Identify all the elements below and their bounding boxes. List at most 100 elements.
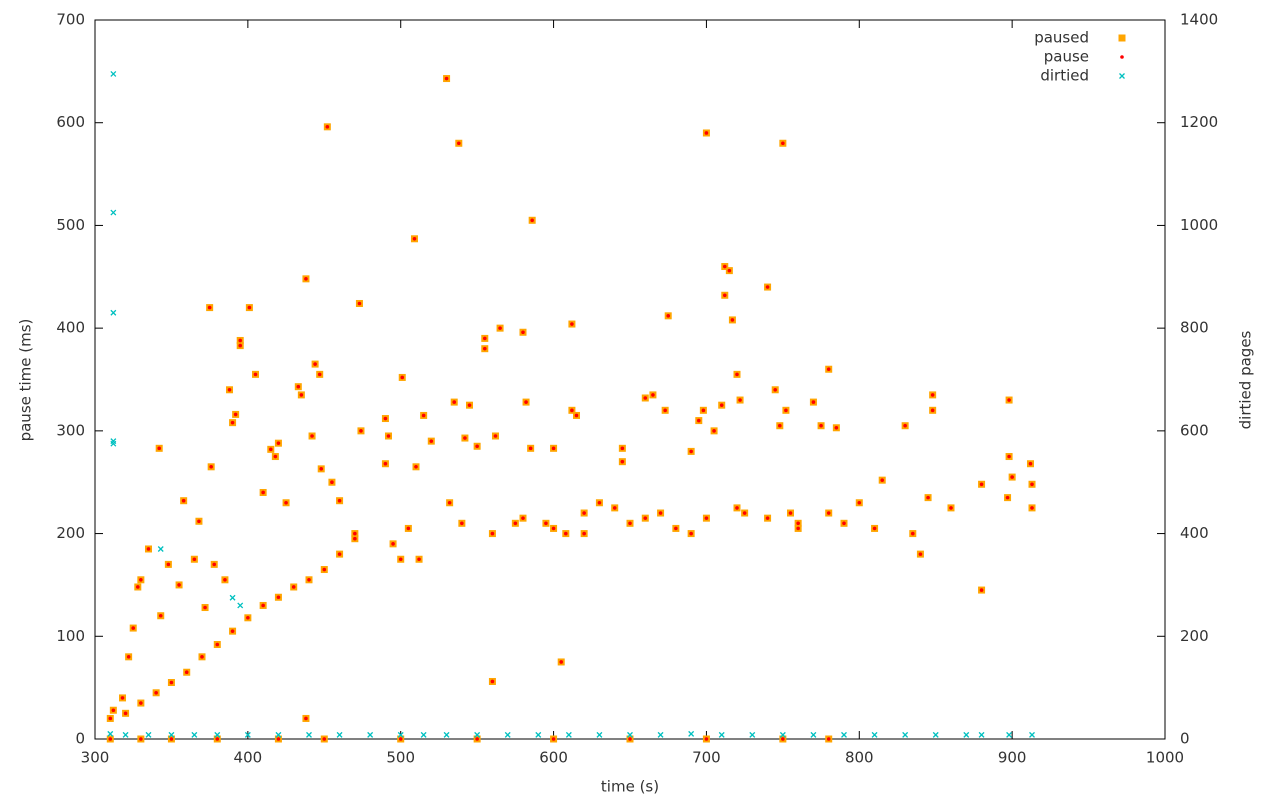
point: [429, 439, 434, 443]
point: [643, 516, 648, 520]
point: [773, 387, 778, 392]
point: [834, 425, 839, 430]
point: [406, 526, 411, 531]
point: [237, 602, 244, 609]
point: [108, 716, 113, 721]
point: [304, 716, 308, 721]
point: [902, 731, 909, 738]
point: [696, 418, 701, 423]
point: [168, 731, 175, 738]
point: [735, 372, 739, 377]
point: [227, 387, 232, 392]
x-tick-label: 800: [845, 749, 874, 767]
point: [230, 420, 235, 425]
point: [1030, 506, 1034, 510]
point: [880, 478, 885, 482]
point: [223, 577, 227, 582]
point: [620, 446, 625, 451]
point: [215, 737, 220, 741]
point: [209, 465, 213, 469]
point: [131, 626, 136, 630]
point: [1029, 731, 1035, 738]
point: [498, 326, 502, 330]
x-tick-label: 700: [692, 749, 721, 767]
point: [482, 346, 487, 351]
point: [357, 301, 362, 306]
point: [304, 277, 308, 281]
y-tick-label: 0: [75, 730, 85, 748]
plot-frame: [94, 19, 1166, 740]
point: [191, 731, 198, 738]
point: [930, 393, 935, 397]
point: [701, 408, 706, 413]
point: [111, 708, 116, 713]
point: [689, 531, 693, 536]
legend-marker: [1119, 73, 1125, 79]
point: [467, 403, 472, 407]
point: [504, 731, 511, 738]
point: [177, 583, 181, 587]
point: [139, 577, 143, 582]
point: [796, 521, 800, 526]
point: [551, 526, 556, 531]
point: [765, 285, 770, 289]
point: [658, 511, 663, 515]
point: [826, 367, 831, 372]
point: [284, 500, 288, 505]
point: [651, 393, 655, 397]
point: [842, 521, 846, 526]
point: [521, 330, 525, 335]
point: [627, 731, 633, 738]
point: [582, 531, 586, 536]
point: [317, 372, 322, 377]
point: [310, 434, 314, 438]
point: [564, 531, 568, 536]
point: [145, 731, 152, 738]
point: [918, 552, 923, 556]
y2-tick-label: 400: [1180, 524, 1209, 542]
point: [383, 416, 388, 421]
point: [337, 498, 342, 503]
point: [530, 218, 534, 223]
y-tick-label: 300: [56, 421, 85, 439]
point: [307, 577, 311, 582]
point: [337, 552, 342, 556]
point: [926, 495, 930, 500]
y-tick-label: 700: [56, 11, 85, 29]
point: [1006, 731, 1013, 738]
point: [963, 731, 970, 738]
point: [400, 375, 405, 380]
x-tick-label: 400: [234, 749, 263, 767]
point: [139, 737, 143, 741]
point: [628, 737, 632, 741]
point: [570, 322, 574, 326]
point: [203, 605, 207, 610]
y2-tick-label: 0: [1180, 730, 1190, 748]
point: [154, 690, 158, 695]
point: [253, 372, 258, 377]
point: [386, 434, 391, 438]
point: [275, 731, 282, 738]
point: [1010, 475, 1014, 479]
point: [417, 557, 421, 562]
point: [903, 423, 907, 428]
point: [778, 423, 782, 428]
point: [157, 446, 161, 451]
point: [296, 384, 301, 389]
point: [657, 731, 664, 738]
point: [663, 408, 667, 413]
point: [582, 511, 586, 515]
point: [1005, 495, 1010, 500]
point: [493, 434, 498, 438]
point: [565, 731, 572, 738]
point: [123, 711, 128, 716]
point: [612, 506, 617, 510]
point: [704, 516, 709, 520]
point: [214, 731, 221, 738]
point: [475, 444, 479, 449]
y-tick-label: 100: [56, 627, 85, 645]
y2-tick-label: 600: [1180, 421, 1209, 439]
point: [474, 731, 481, 738]
point: [244, 731, 251, 738]
point: [460, 521, 464, 526]
